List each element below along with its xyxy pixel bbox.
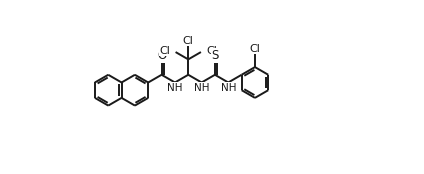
Text: Cl: Cl — [206, 46, 217, 56]
Text: Cl: Cl — [183, 36, 194, 46]
Text: NH: NH — [220, 83, 236, 93]
Text: NH: NH — [167, 83, 183, 93]
Text: NH: NH — [194, 83, 209, 93]
Text: Cl: Cl — [249, 44, 260, 54]
Text: O: O — [157, 49, 166, 62]
Text: Cl: Cl — [159, 46, 170, 56]
Text: S: S — [211, 49, 219, 62]
